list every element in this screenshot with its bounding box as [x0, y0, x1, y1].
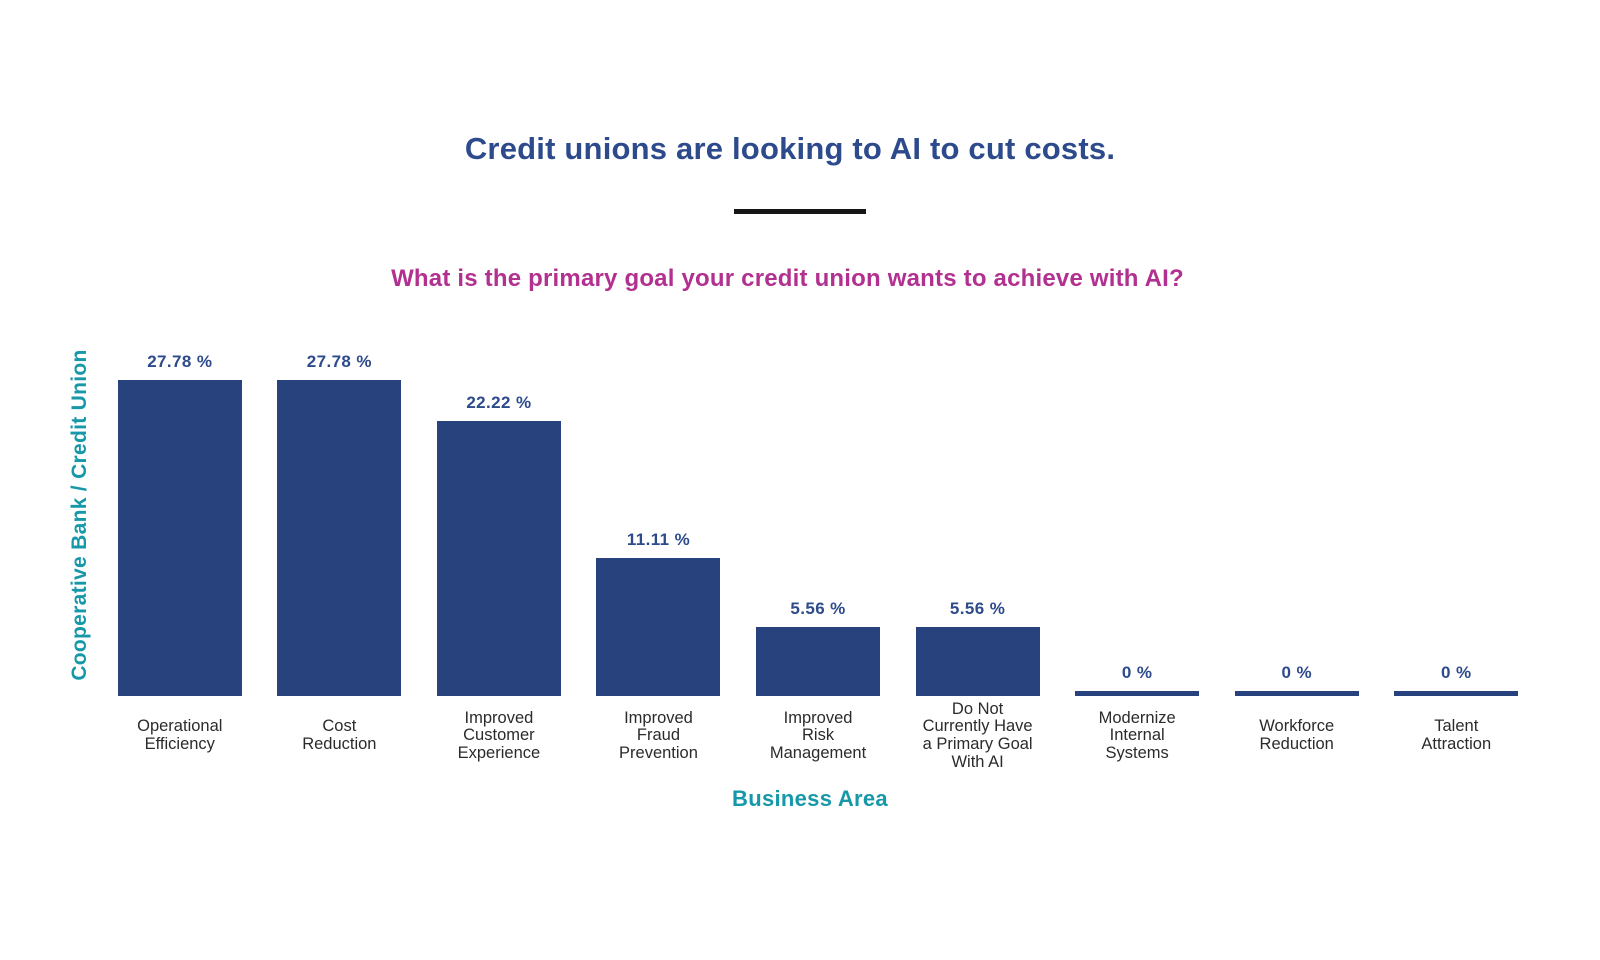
bar-slot: 0 %: [1377, 352, 1537, 696]
bar-value-label: 27.78 %: [147, 352, 213, 371]
bar-slot: 5.56 %: [898, 352, 1058, 696]
x-axis-label: Business Area: [732, 786, 888, 811]
category-slot: Operational Efficiency: [100, 700, 260, 772]
category-slot: Improved Fraud Prevention: [579, 700, 739, 772]
y-axis-label: Cooperative Bank / Credit Union: [68, 349, 91, 681]
x-axis-category-labels: Operational Efficiency Cost Reduction Impr…: [100, 700, 1536, 772]
chart-question-title: What is the primary goal your credit uni…: [391, 265, 1184, 292]
page-title: Credit unions are looking to AI to cut c…: [464, 131, 1116, 166]
bar-slot: 0 %: [1057, 352, 1217, 696]
bar: [1234, 691, 1359, 696]
category-label: Improved Fraud Prevention: [619, 708, 698, 762]
category-slot: Talent Attraction: [1377, 700, 1537, 772]
bar-chart-plot-area: 27.78 % 27.78 % 22.22 % 11.11 % 5.56 % 5.56 %…: [100, 352, 1536, 696]
bar-slot: 27.78 %: [100, 352, 260, 696]
category-label: Talent Attraction: [1421, 717, 1492, 753]
title-divider-rule: [734, 209, 866, 214]
bar: [436, 420, 561, 696]
category-slot: Improved Risk Management: [738, 700, 898, 772]
category-slot: Modernize Internal Systems: [1057, 700, 1217, 772]
bar-value-label: 0 %: [1441, 663, 1472, 682]
bar-value-label: 11.11 %: [626, 530, 691, 550]
bar: [117, 380, 242, 696]
bar-slot: 5.56 %: [738, 352, 898, 696]
bar-slot: 22.22 %: [419, 352, 579, 696]
category-slot: Cost Reduction: [260, 700, 420, 772]
bar-value-label: 0 %: [1121, 663, 1153, 682]
bar-value-label: 27.78 %: [306, 352, 372, 371]
bar-slot: 11.11 %: [579, 352, 739, 696]
category-label: Cost Reduction: [302, 717, 377, 753]
category-slot: Workforce Reduction: [1217, 700, 1377, 772]
category-label: Improved Risk Management: [769, 708, 867, 762]
bar: [1394, 691, 1519, 696]
bar-value-label: 0 %: [1281, 663, 1312, 682]
category-label: Improved Customer Experience: [457, 708, 541, 762]
category-slot: Improved Customer Experience: [419, 700, 579, 772]
category-label: Workforce Reduction: [1259, 717, 1335, 753]
bar: [596, 558, 721, 696]
bar-slot: 0 %: [1217, 352, 1377, 696]
bar-value-label: 5.56 %: [790, 599, 846, 619]
bar-slot: 27.78 %: [260, 352, 420, 696]
bar-value-label: 22.22 %: [466, 392, 532, 412]
category-slot: Do Not Currently Have a Primary Goal Wit…: [898, 700, 1058, 772]
bar: [277, 380, 402, 696]
category-label: Do Not Currently Have a Primary Goal Wit…: [922, 699, 1033, 771]
category-label: Operational Efficiency: [137, 717, 223, 753]
category-label: Modernize Internal Systems: [1098, 708, 1176, 762]
bar-value-label: 5.56 %: [949, 599, 1006, 619]
bar: [756, 627, 881, 696]
bar: [915, 627, 1040, 696]
bar: [1075, 691, 1200, 696]
